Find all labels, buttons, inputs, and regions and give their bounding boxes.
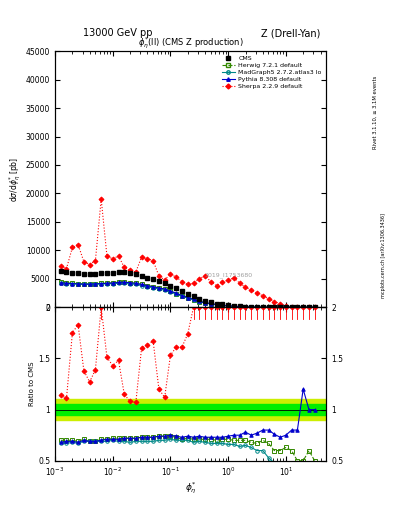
Text: mcplots.cern.ch [arXiv:1306.3436]: mcplots.cern.ch [arXiv:1306.3436] [381,214,386,298]
Bar [55,404,326,415]
Legend: CMS, Herwig 7.2.1 default, MadGraph5 2.7.2.atlas3 lo, Pythia 8.308 default, Sher: CMS, Herwig 7.2.1 default, MadGraph5 2.7… [220,54,323,90]
Text: 13000 GeV pp: 13000 GeV pp [83,28,152,38]
Text: Z (Drell-Yan): Z (Drell-Yan) [261,28,321,38]
Bar [55,399,326,420]
Y-axis label: d$\sigma$/d$\phi^{*}_{\eta}$ [pb]: d$\sigma$/d$\phi^{*}_{\eta}$ [pb] [7,157,23,202]
Text: Rivet 3.1.10, ≥ 3.1M events: Rivet 3.1.10, ≥ 3.1M events [373,76,378,150]
Y-axis label: Ratio to CMS: Ratio to CMS [29,362,35,406]
X-axis label: $\phi^{*}_{\eta}$: $\phi^{*}_{\eta}$ [185,481,196,496]
Text: 2019_I1753680: 2019_I1753680 [204,272,252,278]
Title: $\phi^{*}_{\eta}$(ll) (CMS Z production): $\phi^{*}_{\eta}$(ll) (CMS Z production) [138,36,244,51]
